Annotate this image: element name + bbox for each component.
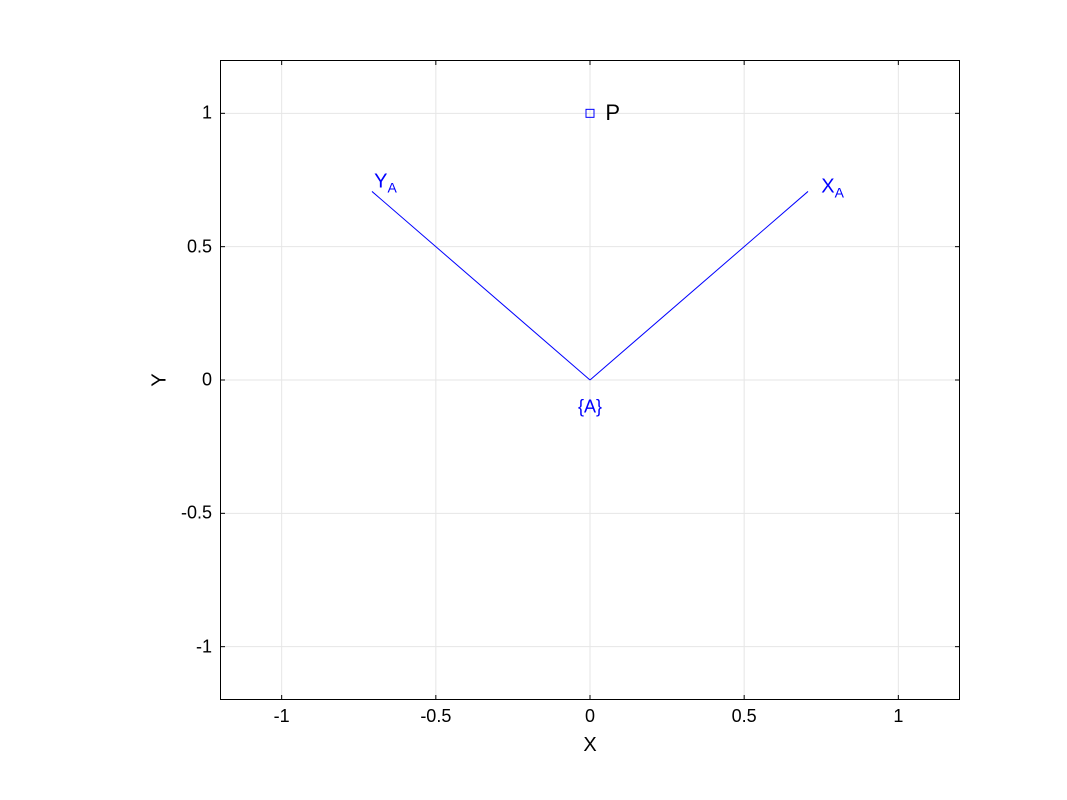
- y-tick-label: 0: [202, 370, 212, 391]
- x-tick-label: -0.5: [420, 706, 451, 727]
- point-marker: [586, 109, 594, 117]
- axis-vector: [590, 191, 808, 380]
- axis-vector: [372, 191, 590, 380]
- y-tick-label: -0.5: [181, 503, 212, 524]
- y-tick-label: -1: [196, 636, 212, 657]
- plot-content: [220, 60, 960, 700]
- y-axis-label: Y: [149, 373, 172, 386]
- annotation-x_axis: XA: [821, 176, 844, 201]
- annotation-y_axis: YA: [374, 170, 397, 195]
- x-tick-label: 0: [585, 706, 595, 727]
- y-tick-label: 1: [202, 103, 212, 124]
- x-axis-label: X: [583, 734, 596, 757]
- x-tick-label: -1: [274, 706, 290, 727]
- figure: -1 -0.5 0 0.5 1 -1 -0.5 0 0.5 1 X Y {A} XA YA P: [0, 0, 1067, 800]
- annotation-origin: {A}: [578, 396, 602, 417]
- annotation-point_p: P: [605, 100, 620, 126]
- x-tick-label: 0.5: [732, 706, 757, 727]
- y-tick-label: 0.5: [187, 236, 212, 257]
- axes: [220, 60, 960, 700]
- x-tick-label: 1: [893, 706, 903, 727]
